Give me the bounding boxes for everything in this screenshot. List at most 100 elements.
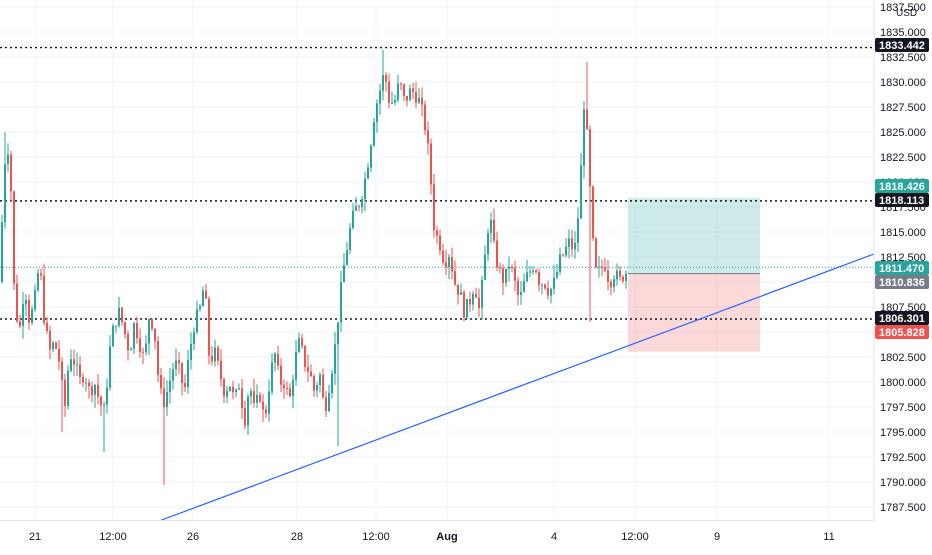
candle-body: [325, 397, 327, 411]
time-tick-label: 21: [29, 531, 41, 543]
candle-body: [235, 389, 237, 393]
candle-body: [364, 178, 366, 200]
candle-body: [535, 270, 537, 273]
candle-body: [109, 346, 111, 388]
position-tool[interactable]: [628, 197, 760, 352]
price-tag: [875, 275, 929, 289]
price-tick-label: 1835.000: [880, 27, 926, 39]
trendline[interactable]: [142, 253, 875, 528]
horizontal-levels[interactable]: [0, 46, 874, 320]
candle-body: [469, 299, 471, 305]
candle-body: [343, 264, 345, 283]
candle-body: [286, 388, 288, 390]
candle-body: [244, 407, 246, 426]
candle-body: [550, 288, 552, 296]
candle-body: [475, 294, 477, 298]
candle-body: [145, 343, 147, 353]
candle-body: [301, 338, 303, 346]
price-tick-label: 1792.500: [880, 452, 926, 464]
candle-body: [43, 275, 45, 323]
candle-body: [466, 299, 468, 318]
trendline-segment[interactable]: [142, 253, 875, 528]
candle-body: [331, 373, 333, 393]
candle-body: [304, 345, 306, 368]
price-tick-label: 1790.000: [880, 477, 926, 489]
candle-body: [349, 227, 351, 251]
candle-body: [391, 102, 393, 104]
price-axis[interactable]: 1837.500 1835.000 1832.500 1830.000 1827.500…: [880, 2, 926, 514]
candle-body: [7, 154, 9, 165]
candle-body: [163, 388, 165, 408]
candle-body: [277, 353, 279, 366]
candle-body: [382, 75, 384, 91]
time-tick-label: 28: [291, 531, 303, 543]
price-tag: [875, 325, 929, 339]
candle-body: [358, 206, 360, 208]
price-tag: [875, 179, 929, 193]
candle-body: [130, 348, 132, 351]
candle-body: [418, 97, 420, 103]
candle-body: [601, 266, 603, 268]
candle-body: [190, 343, 192, 360]
time-tick-label: 12:00: [621, 531, 649, 543]
candle-body: [361, 199, 363, 208]
candle-body: [58, 348, 60, 362]
candle-body: [559, 254, 561, 272]
candle-body: [604, 267, 606, 271]
candle-body: [106, 387, 108, 405]
candle-body: [115, 325, 117, 327]
candle-body: [313, 376, 315, 391]
candle-body: [625, 273, 627, 282]
candle-body: [169, 380, 171, 393]
candle-body: [613, 279, 615, 287]
candle-body: [214, 347, 216, 362]
candle-body: [241, 388, 243, 408]
time-axis[interactable]: 21 12:00 26 28 12:00 Aug 4 12:00 9 11: [29, 531, 835, 543]
price-tick-label: 1827.500: [880, 102, 926, 114]
candle-body: [289, 388, 291, 397]
candle-body: [457, 284, 459, 295]
price-tag-label: 1805.828: [879, 327, 925, 339]
price-tick-label: 1795.000: [880, 427, 926, 439]
candle-body: [430, 143, 432, 185]
candle-body: [562, 254, 564, 256]
price-tag: [875, 311, 929, 325]
candle-body: [10, 154, 12, 192]
candle-body: [13, 191, 15, 284]
candle-body: [595, 238, 597, 268]
loss-zone[interactable]: [628, 273, 760, 352]
candle-body: [310, 371, 312, 377]
candle-body: [205, 290, 207, 299]
candle-body: [82, 377, 84, 383]
price-tag-label: 1833.442: [879, 40, 925, 52]
candle-body: [265, 409, 267, 414]
candle-body: [526, 272, 528, 282]
candle-body: [37, 273, 39, 291]
candle-body: [34, 290, 36, 310]
candle-body: [223, 379, 225, 397]
candle-body: [175, 360, 177, 370]
candle-body: [52, 342, 54, 350]
candle-body: [55, 342, 57, 349]
candle-body: [337, 322, 339, 345]
candle-body: [460, 292, 462, 295]
profit-zone[interactable]: [628, 197, 760, 274]
candle-body: [586, 109, 588, 130]
candle-body: [622, 276, 624, 282]
candle-body: [61, 361, 63, 380]
candle-body: [520, 291, 522, 296]
candle-body: [124, 322, 126, 335]
candle-body: [151, 319, 153, 329]
candle-body: [541, 284, 543, 286]
price-tag: [875, 261, 929, 275]
price-tick-label: 1837.500: [880, 2, 926, 14]
candle-body: [208, 298, 210, 356]
candles: [1, 50, 627, 485]
candle-body: [583, 109, 585, 166]
candle-body: [1, 222, 3, 282]
candle-body: [217, 347, 219, 361]
candle-body: [121, 307, 123, 323]
